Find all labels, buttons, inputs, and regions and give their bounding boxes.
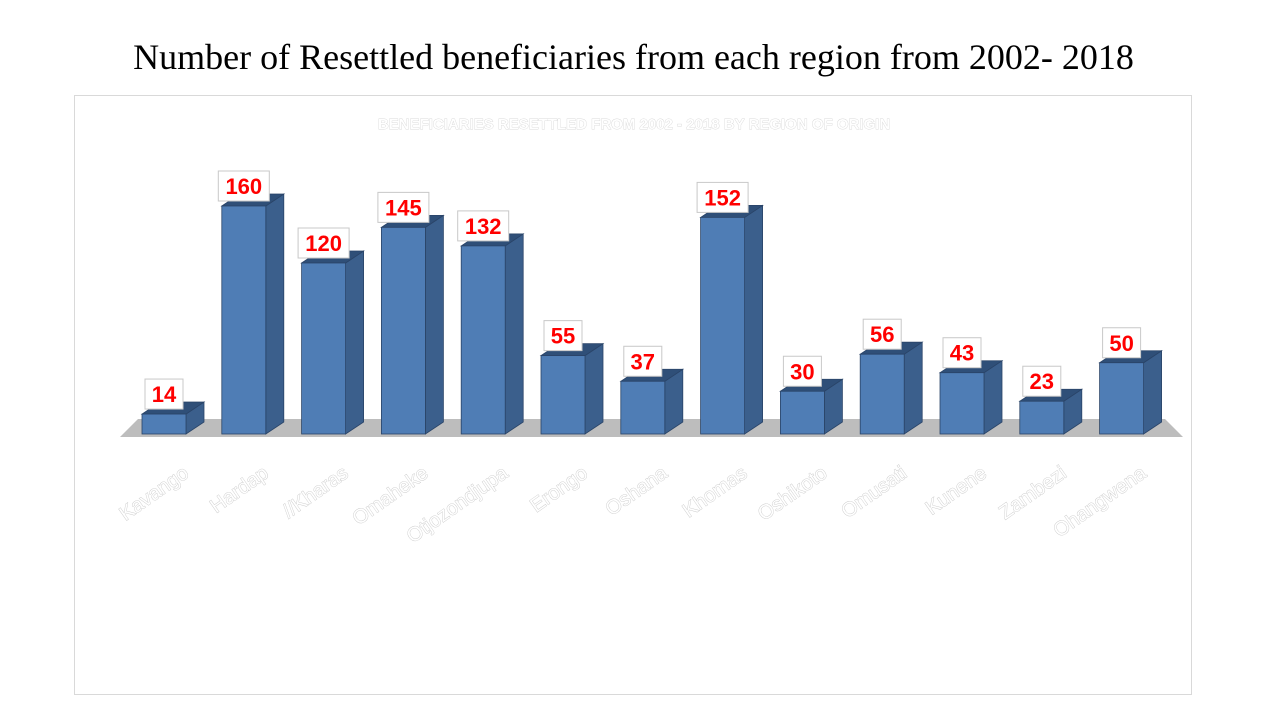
category-label: Zambezi: [995, 462, 1070, 524]
bars-layer: [140, 193, 1163, 435]
bar-front: [221, 205, 267, 435]
data-label: 50: [1102, 327, 1142, 359]
data-label-box: [1022, 365, 1062, 397]
data-label-text: 120: [305, 231, 342, 256]
data-label-text: 56: [870, 322, 894, 347]
bar-front: [540, 355, 586, 435]
category-label: Hardap: [206, 462, 272, 518]
bar-front: [939, 372, 985, 435]
data-label: 120: [297, 227, 350, 259]
bar-chart: BENEFICIARIES RESETTLED FROM 2002 - 2018…: [115, 116, 1183, 548]
bar-side: [424, 214, 444, 435]
data-label-box: [696, 181, 749, 213]
bar-front: [859, 353, 905, 435]
bar-side: [1143, 350, 1162, 435]
bar-side: [504, 233, 524, 435]
data-label-text: 37: [631, 349, 655, 374]
bar-side: [584, 342, 604, 435]
category-label: Kavango: [116, 462, 193, 525]
bar-front: [460, 245, 506, 435]
bar-front: [141, 413, 187, 435]
bar: [619, 368, 685, 435]
data-label-text: 152: [704, 185, 741, 210]
bar-side: [744, 204, 763, 435]
data-label: 23: [1022, 365, 1062, 397]
data-label-box: [862, 318, 902, 350]
bar-front: [700, 217, 745, 435]
data-label-box: [942, 337, 982, 369]
data-label: 30: [782, 355, 822, 387]
data-label-text: 50: [1109, 331, 1133, 356]
data-label-box: [1102, 327, 1142, 359]
bar-side: [983, 359, 1003, 435]
bar-front: [380, 226, 426, 435]
data-label: 152: [696, 181, 749, 213]
data-label-text: 132: [465, 214, 502, 239]
bar: [300, 250, 365, 435]
bar: [539, 342, 605, 435]
bar: [220, 193, 286, 435]
category-label: Oshikoto: [754, 462, 831, 525]
chart-area: BENEFICIARIES RESETTLED FROM 2002 - 2018…: [74, 95, 1192, 695]
bar-side: [903, 341, 923, 435]
bar-front: [620, 380, 666, 435]
bar: [380, 214, 445, 435]
category-label: Kunene: [922, 462, 991, 520]
category-label: Khomas: [679, 462, 752, 522]
data-labels-layer: 14 160 120 145 132 55 37 152 30 56 43 23 50: [144, 170, 1142, 410]
data-label: 14: [144, 378, 184, 410]
data-label-text: 30: [790, 359, 814, 384]
data-label-box: [217, 170, 270, 202]
data-label-box: [782, 355, 822, 387]
category-label: Oshana: [602, 462, 673, 521]
data-label: 145: [377, 191, 430, 223]
data-label-text: 160: [225, 174, 262, 199]
bar: [699, 204, 764, 435]
data-label: 160: [217, 170, 270, 202]
data-label-box: [623, 345, 663, 377]
bar: [459, 233, 525, 435]
data-label-text: 43: [950, 341, 974, 366]
data-label-box: [543, 320, 583, 352]
data-label-box: [144, 378, 184, 410]
chart-title: BENEFICIARIES RESETTLED FROM 2002 - 2018…: [378, 116, 890, 133]
data-label: 56: [862, 318, 902, 350]
bar-side: [345, 250, 365, 435]
category-label: Omusati: [837, 462, 911, 523]
data-label: 43: [942, 337, 982, 369]
category-labels-layer: Kavango Hardap//KharasOmahekeOtjozondjupa…: [115, 461, 1151, 548]
data-label-text: 23: [1030, 369, 1054, 394]
bar: [938, 359, 1004, 435]
data-label: 37: [623, 345, 663, 377]
data-label-text: 55: [551, 324, 575, 349]
bar: [858, 341, 924, 435]
bar: [1098, 350, 1163, 435]
data-label: 132: [457, 210, 510, 242]
data-label-box: [457, 210, 510, 242]
data-label-text: 14: [152, 382, 177, 407]
bar-front: [301, 262, 347, 435]
bar-front: [1019, 400, 1065, 435]
slide-title: Number of Resettled beneficiaries from e…: [133, 37, 1134, 77]
data-label-box: [297, 227, 350, 259]
data-label: 55: [543, 320, 583, 352]
category-label: //Kharas: [279, 462, 353, 523]
bar-side: [265, 193, 285, 435]
category-label: Erongo: [526, 462, 591, 517]
bar-front: [780, 390, 825, 435]
bar: [779, 378, 844, 435]
bar-front: [1099, 362, 1144, 435]
data-label-text: 145: [385, 195, 422, 220]
data-label-box: [377, 191, 430, 223]
